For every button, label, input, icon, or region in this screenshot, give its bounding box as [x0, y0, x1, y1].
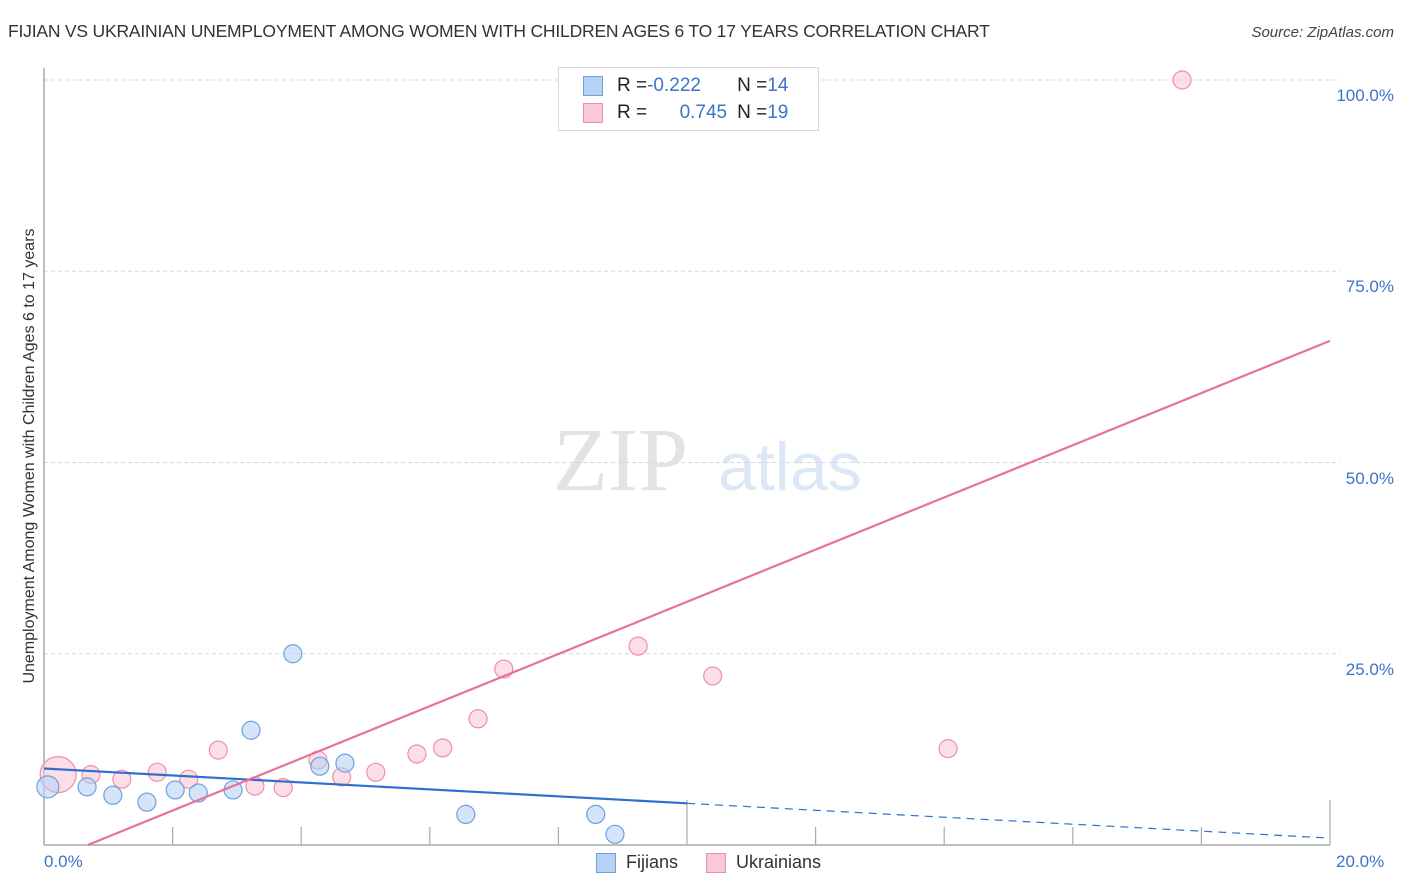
n-value: 14	[767, 75, 789, 96]
ukrainians-trend-line	[87, 339, 1331, 847]
legend-label-ukrainians: Ukrainians	[736, 852, 822, 872]
legend-item-ukrainians[interactable]: Ukrainians	[706, 852, 821, 873]
fijians-swatch	[596, 852, 616, 873]
fijians-point	[36, 775, 60, 799]
fijians-point	[456, 804, 476, 825]
ukrainians-point	[112, 769, 132, 789]
fijians-point	[605, 824, 625, 844]
x-axis-ticks	[172, 800, 1331, 845]
correlation-legend: R = -0.222 N = 14 R = 0.745 N = 19	[558, 67, 819, 131]
ukrainians-point	[938, 739, 958, 759]
fijians-trend-extrapolation	[686, 802, 1331, 839]
ukrainians-point	[208, 740, 228, 760]
legend-label-fijians: Fijians	[626, 852, 679, 872]
chart-title: FIJIAN VS UKRAINIAN UNEMPLOYMENT AMONG W…	[8, 21, 990, 41]
x-tick-0: 0.0%	[44, 852, 83, 871]
y-tick-25: 25.0%	[1345, 660, 1394, 679]
fijians-trend-line	[43, 767, 688, 805]
watermark: ZIP atlas	[553, 411, 862, 510]
fijians-point	[77, 777, 97, 797]
svg-text:ZIP: ZIP	[553, 411, 688, 510]
ukrainians-point	[366, 762, 386, 782]
fijians-point	[586, 804, 606, 825]
ukrainians-point	[147, 762, 167, 782]
fijians-point	[165, 780, 185, 800]
fijians-point	[335, 753, 355, 773]
ukrainians-point	[433, 738, 453, 758]
ukrainians-point	[273, 778, 293, 798]
gridlines	[44, 79, 1340, 655]
r-label: R =	[617, 75, 648, 96]
fijians-point	[103, 785, 123, 805]
ukrainians-point	[407, 744, 427, 764]
n-label: N =	[737, 75, 768, 96]
r-value: 0.745	[679, 102, 728, 123]
ukrainians-points	[39, 70, 1192, 798]
n-label: N =	[737, 102, 768, 123]
ukrainians-point	[703, 666, 723, 686]
ukrainians-point	[628, 636, 648, 656]
n-value: 19	[767, 102, 789, 123]
legend-item-fijians[interactable]: Fijians	[596, 852, 678, 873]
y-tick-100: 100.0%	[1336, 86, 1394, 105]
fijians-point	[283, 644, 303, 664]
legend-row-ukrainians: R = 0.745 N = 19	[583, 100, 788, 126]
series-legend: Fijians Ukrainians	[596, 852, 849, 873]
r-value: -0.222	[647, 75, 701, 96]
svg-text:atlas: atlas	[718, 429, 862, 505]
x-tick-20: 20.0%	[1336, 852, 1385, 871]
fijians-point	[310, 756, 330, 776]
ukrainians-point	[468, 709, 488, 729]
ukrainians-point	[1172, 70, 1192, 90]
fijians-swatch	[583, 76, 603, 96]
fijians-points	[36, 644, 625, 844]
y-tick-75: 75.0%	[1345, 277, 1394, 296]
ukrainians-swatch	[706, 852, 727, 873]
legend-row-fijians: R = -0.222 N = 14	[583, 73, 788, 99]
fijians-point	[241, 720, 261, 740]
ukrainians-swatch	[583, 103, 603, 123]
y-tick-50: 50.0%	[1345, 469, 1394, 488]
fijians-point	[137, 792, 157, 812]
r-label: R =	[617, 102, 648, 123]
ukrainians-point	[179, 769, 199, 789]
source-label: Source: ZipAtlas.com	[1251, 24, 1394, 41]
trend-lines	[43, 339, 1331, 847]
